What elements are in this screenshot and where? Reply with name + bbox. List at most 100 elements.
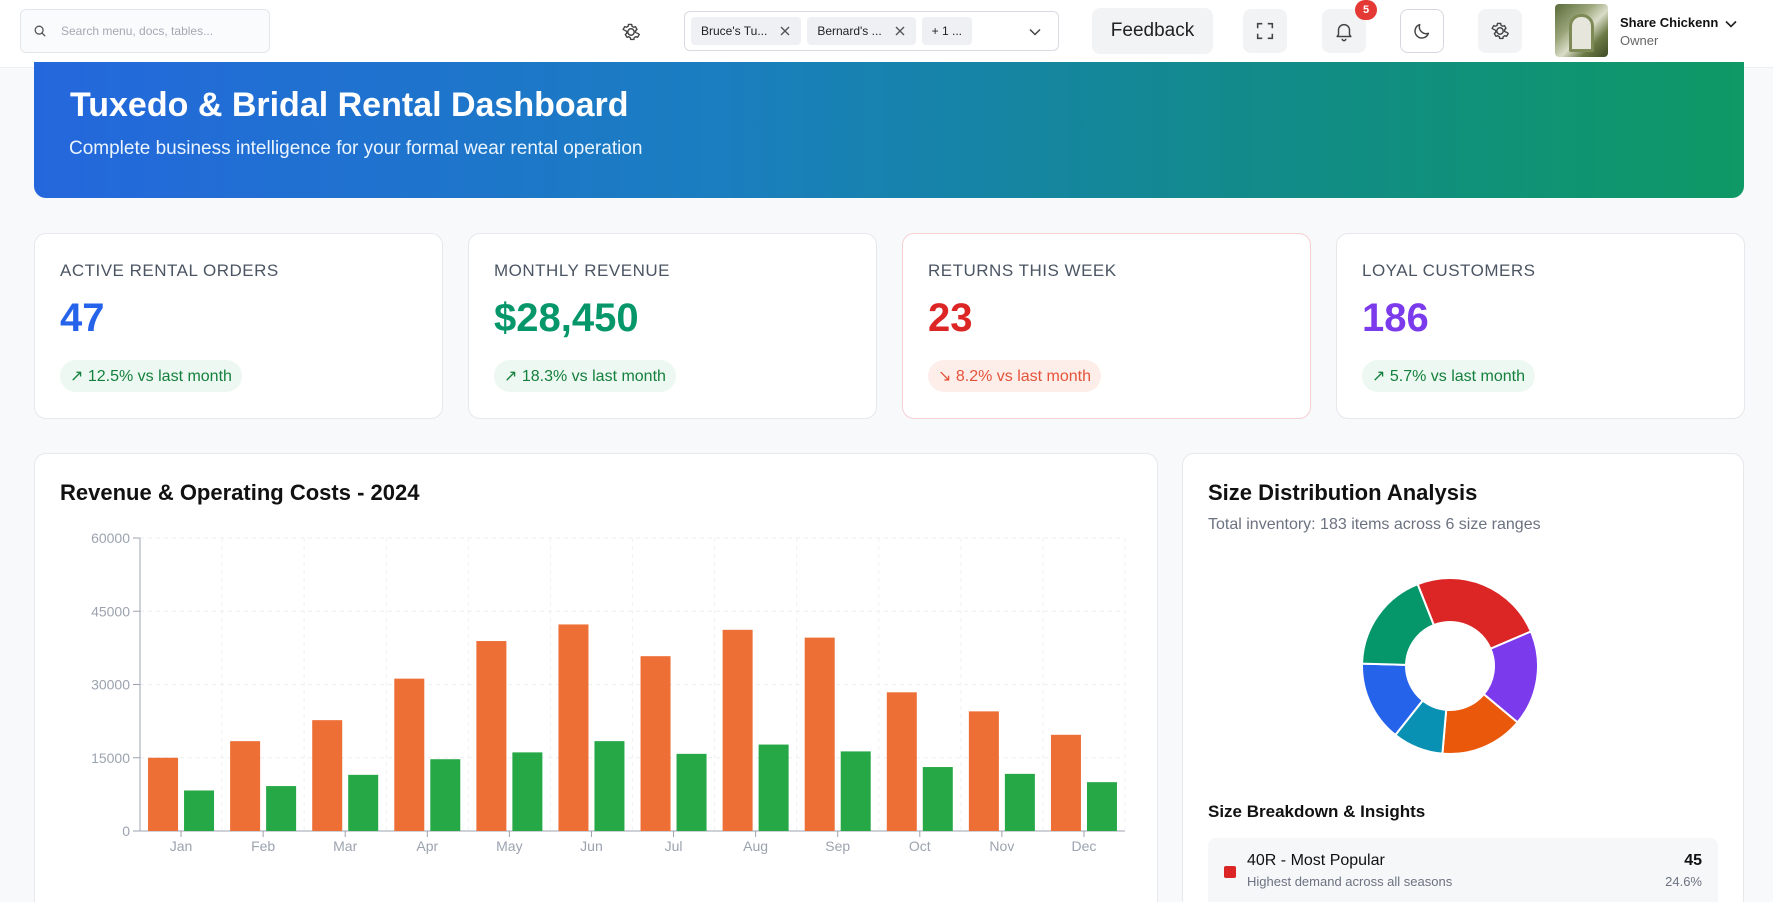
size-description: Highest demand across all seasons xyxy=(1247,874,1453,889)
y-tick-label: 45000 xyxy=(91,603,130,619)
bar[interactable] xyxy=(476,641,507,831)
gear-icon xyxy=(622,23,640,41)
bar[interactable] xyxy=(676,753,707,831)
bar[interactable] xyxy=(968,711,999,831)
theme-toggle-button[interactable] xyxy=(1400,9,1444,53)
breakdown-title: Size Breakdown & Insights xyxy=(1208,802,1426,821)
stat-card-returns: RETURNS THIS WEEK 23 ↘ 8.2% vs last mont… xyxy=(902,233,1311,419)
preferences-button[interactable] xyxy=(1478,9,1522,53)
bar[interactable] xyxy=(758,744,789,831)
bar[interactable] xyxy=(312,720,343,831)
bar[interactable] xyxy=(348,774,379,831)
chip-label: Bruce's Tu... xyxy=(701,24,768,38)
stat-label: MONTHLY REVENUE xyxy=(494,261,670,280)
fullscreen-icon xyxy=(1256,22,1274,40)
x-tick-label: Sep xyxy=(825,838,850,854)
search-input[interactable] xyxy=(61,24,251,38)
bar[interactable] xyxy=(804,637,835,831)
chart-title: Revenue & Operating Costs - 2024 xyxy=(60,480,420,505)
stat-card-loyal-customers: LOYAL CUSTOMERS 186 ↗ 5.7% vs last month xyxy=(1336,233,1745,419)
close-icon[interactable] xyxy=(779,25,791,37)
x-tick-label: May xyxy=(496,838,522,854)
chevron-down-icon[interactable] xyxy=(1028,25,1042,39)
filter-chip[interactable]: Bruce's Tu... xyxy=(691,17,802,45)
search-box[interactable] xyxy=(20,9,270,53)
bar[interactable] xyxy=(230,741,261,831)
bar[interactable] xyxy=(1050,734,1081,831)
feedback-button[interactable]: Feedback xyxy=(1092,8,1213,54)
x-tick-label: Feb xyxy=(251,838,275,854)
stat-value: 23 xyxy=(928,296,973,340)
search-icon xyxy=(34,25,46,37)
bar[interactable] xyxy=(1086,782,1117,831)
y-tick-label: 30000 xyxy=(91,677,130,693)
bar[interactable] xyxy=(722,629,753,831)
filter-more-chip[interactable]: + 1 ... xyxy=(921,17,973,45)
legend-swatch xyxy=(1224,866,1236,878)
x-tick-label: Aug xyxy=(743,838,768,854)
bar[interactable] xyxy=(394,678,425,831)
close-icon[interactable] xyxy=(894,25,906,37)
bar[interactable] xyxy=(184,790,215,831)
trend-badge: ↗ 12.5% vs last month xyxy=(60,360,242,392)
size-name: 40R - Most Popular xyxy=(1247,852,1385,869)
stat-card-monthly-revenue: MONTHLY REVENUE $28,450 ↗ 18.3% vs last … xyxy=(468,233,877,419)
hero-banner: Tuxedo & Bridal Rental Dashboard Complet… xyxy=(34,62,1744,198)
trend-badge: ↗ 18.3% vs last month xyxy=(494,360,676,392)
size-count: 45 xyxy=(1684,852,1702,869)
size-donut-chart xyxy=(1361,577,1539,755)
bar[interactable] xyxy=(1004,773,1035,831)
chip-label: + 1 ... xyxy=(931,24,963,38)
bar[interactable] xyxy=(840,751,871,831)
y-tick-label: 0 xyxy=(122,823,130,839)
donut-slice[interactable] xyxy=(1416,577,1533,651)
donut-slice[interactable] xyxy=(1361,582,1436,666)
business-filter-select[interactable]: Bruce's Tu... Bernard's ... + 1 ... xyxy=(684,11,1059,51)
user-name[interactable]: Share Chickenn xyxy=(1620,15,1719,30)
avatar[interactable] xyxy=(1555,4,1608,57)
page-title: Tuxedo & Bridal Rental Dashboard xyxy=(70,86,629,124)
bar[interactable] xyxy=(148,757,179,831)
bar[interactable] xyxy=(558,624,589,831)
revenue-bar-chart: 0 15000 30000 45000 60000 Jan Feb Mar Apr May Jun J… xyxy=(91,530,1126,854)
filter-chip[interactable]: Bernard's ... xyxy=(807,17,916,45)
trend-badge: ↘ 8.2% vs last month xyxy=(928,360,1102,392)
settings-button[interactable] xyxy=(614,15,648,49)
y-tick-label: 15000 xyxy=(91,750,130,766)
fullscreen-button[interactable] xyxy=(1243,9,1287,53)
size-breakdown-row[interactable]: 40R - Most Popular Highest demand across… xyxy=(1208,838,1718,902)
bar[interactable] xyxy=(922,767,953,831)
user-role: Owner xyxy=(1620,33,1659,48)
bar[interactable] xyxy=(266,786,297,831)
stat-value: 47 xyxy=(60,296,105,340)
bar[interactable] xyxy=(430,759,461,831)
y-tick-label: 60000 xyxy=(91,530,130,546)
x-tick-label: Oct xyxy=(909,838,931,854)
bar[interactable] xyxy=(512,752,543,831)
page-subtitle: Complete business intelligence for your … xyxy=(69,138,643,159)
x-tick-label: Jul xyxy=(665,838,683,854)
x-tick-label: Jun xyxy=(580,838,603,854)
stat-label: RETURNS THIS WEEK xyxy=(928,261,1117,280)
size-percent: 24.6% xyxy=(1665,874,1702,889)
x-tick-label: Nov xyxy=(989,838,1014,854)
bell-icon xyxy=(1336,23,1352,42)
notification-badge: 5 xyxy=(1355,0,1377,20)
trend-badge: ↗ 5.7% vs last month xyxy=(1362,360,1536,392)
x-tick-label: Dec xyxy=(1072,838,1097,854)
stat-label: LOYAL CUSTOMERS xyxy=(1362,261,1536,280)
size-title: Size Distribution Analysis xyxy=(1208,480,1478,505)
stat-label: ACTIVE RENTAL ORDERS xyxy=(60,261,279,280)
bar[interactable] xyxy=(640,656,671,831)
bar[interactable] xyxy=(886,692,917,831)
stat-value: 186 xyxy=(1362,296,1429,340)
gear-icon xyxy=(1491,22,1509,40)
x-tick-label: Apr xyxy=(416,838,438,854)
bar[interactable] xyxy=(594,741,625,831)
size-subtitle: Total inventory: 183 items across 6 size… xyxy=(1208,516,1541,533)
chevron-down-icon[interactable] xyxy=(1724,17,1738,31)
revenue-chart-card: Revenue & Operating Costs - 2024 0 15000 3… xyxy=(34,453,1158,902)
size-distribution-card: Size Distribution Analysis Total invento… xyxy=(1182,453,1744,902)
top-bar: Bruce's Tu... Bernard's ... + 1 ... Feed… xyxy=(0,0,1773,68)
moon-icon xyxy=(1414,23,1430,39)
